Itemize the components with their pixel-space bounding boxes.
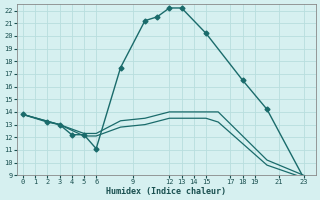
X-axis label: Humidex (Indice chaleur): Humidex (Indice chaleur)	[106, 187, 226, 196]
